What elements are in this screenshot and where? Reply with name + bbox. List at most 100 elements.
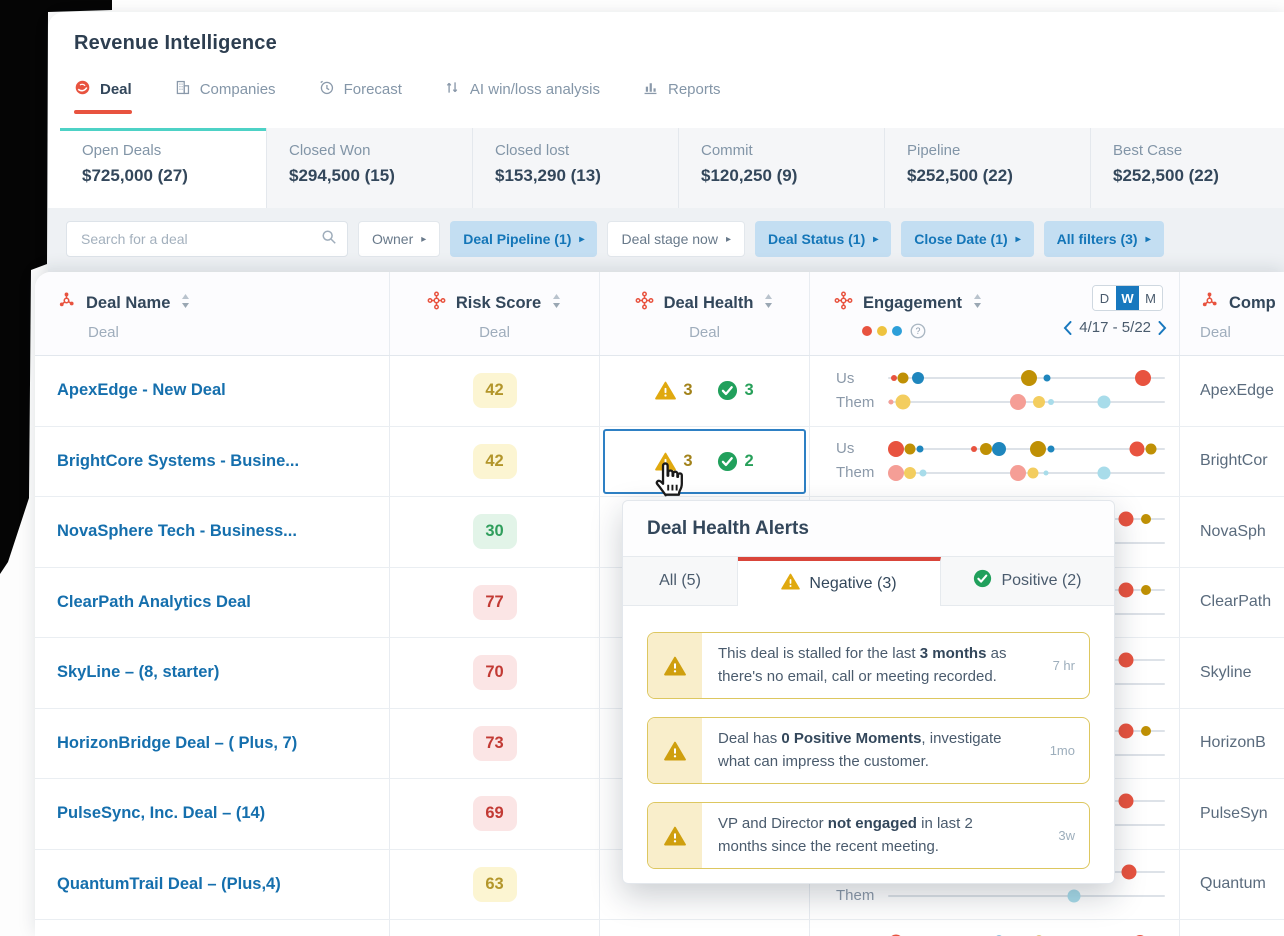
tab-deal[interactable]: Deal [74,79,132,114]
risk-score-cell: 42 [390,356,600,426]
search-icon [321,229,337,250]
summary-card[interactable]: Closed lost $153,290 (13) [472,128,678,208]
engagement-dot [1118,652,1134,668]
deal-name-link[interactable] [35,920,390,936]
engagement-dot [1010,394,1027,410]
engagement-dot [1021,370,1038,386]
toggle-d[interactable]: D [1093,286,1116,310]
ai-winloss-icon [444,79,461,100]
card-value: $153,290 (13) [495,166,601,185]
deal-name-link[interactable]: HorizonBridge Deal – ( Plus, 7) [35,708,390,778]
custom-object-icon [427,291,446,315]
engagement-cell: Us Them [810,426,1180,496]
sort-icon[interactable] [551,293,562,314]
toggle-w[interactable]: W [1116,286,1139,310]
summary-card[interactable]: Open Deals $725,000 (27) [60,128,266,208]
engagement-dot [1140,514,1151,524]
warning-icon [781,573,801,595]
deal-search[interactable] [66,221,348,257]
warning-icon [648,803,702,868]
risk-score-cell: 30 [390,497,600,567]
company-cell: ClearPath [1200,593,1272,611]
deal-name-link[interactable]: SkyLine – (8, starter) [35,638,390,708]
negative-alert-count[interactable]: 3 [655,381,693,400]
tab-reports[interactable]: Reports [642,79,721,100]
sprocket-icon [1200,291,1219,315]
selected-cell-outline [603,428,806,494]
deal-name-link[interactable]: NovaSphere Tech - Business... [35,497,390,567]
summary-card[interactable]: Closed Won $294,500 (15) [266,128,472,208]
positive-alert-count[interactable]: 2 [717,451,754,472]
sort-icon[interactable] [972,293,983,314]
positive-alert-count[interactable]: 3 [717,380,754,401]
summary-card[interactable]: Best Case $252,500 (22) [1090,128,1284,208]
column-risk-score: Risk Score Deal [390,272,600,355]
caret-icon: ▸ [873,233,879,245]
filter-chip[interactable]: Close Date (1) ▸ [901,221,1034,257]
column-title: Risk Score [455,293,542,312]
sort-icon[interactable] [180,293,191,314]
popup-title: Deal Health Alerts [623,501,1114,557]
engagement-dot [888,399,894,405]
popup-tabs: All (5) Negative (3) Positive (2) [623,557,1114,606]
us-timeline [888,440,1165,457]
deal-health-cell[interactable] [600,849,810,919]
caret-icon: ▸ [725,233,731,245]
column-title: Comp [1229,293,1276,312]
caret-icon: ▸ [579,233,585,245]
legend-dot-yellow [877,326,887,336]
summary-card[interactable]: Commit $120,250 (9) [678,128,884,208]
engagement-dot [1029,440,1046,457]
toggle-m[interactable]: M [1139,286,1162,310]
column-title: Deal Health [663,293,754,312]
deal-name-link[interactable]: PulseSync, Inc. Deal – (14) [35,779,390,849]
engagement-legend: ? [862,323,1179,339]
deal-name-link[interactable]: QuantumTrail Deal – (Plus,4) [35,849,390,919]
column-subtitle: Deal [1200,324,1231,341]
deal-name-link[interactable]: ApexEdge - New Deal [35,356,390,426]
summary-card[interactable]: Pipeline $252,500 (22) [884,128,1090,208]
engagement-dot [1118,511,1134,527]
engagement-dot [1048,399,1055,405]
company-cell [1180,920,1284,936]
risk-score-cell: 63 [390,849,600,919]
deal-name-link[interactable]: ClearPath Analytics Deal [35,567,390,637]
filter-chip[interactable]: All filters (3) ▸ [1043,221,1164,257]
us-label: Us [836,369,855,387]
filter-chip[interactable]: Deal Pipeline (1) ▸ [450,221,598,257]
chevron-right-icon[interactable] [1158,320,1167,335]
engagement-cell: Us Them [810,356,1180,426]
deal-health-cell[interactable] [600,920,810,936]
legend-dot-blue [892,326,902,336]
sort-icon[interactable] [763,293,774,314]
table-row[interactable]: Us Them [35,920,1284,936]
filter-chip[interactable]: Owner ▸ [358,221,441,257]
tab-all[interactable]: All (5) [623,557,738,605]
companies-icon [174,79,191,100]
negative-alert-count[interactable]: 3 [655,452,693,471]
engagement-dot [1140,584,1151,595]
tab-companies[interactable]: Companies [174,79,276,100]
company-cell: ApexEdge [1200,381,1274,399]
engagement-dot [1067,889,1081,902]
engagement-dot [897,372,909,384]
engagement-dot [916,445,924,452]
page-title: Revenue Intelligence [74,32,277,54]
engagement-dot [1010,464,1027,481]
help-icon[interactable]: ? [910,323,926,339]
engagement-dot [980,442,993,455]
deal-name-link[interactable]: BrightCore Systems - Busine... [35,426,390,496]
tab-negative[interactable]: Negative (3) [738,557,941,606]
search-input[interactable] [79,230,321,248]
tab-positive[interactable]: Positive (2) [941,557,1114,605]
filter-chip[interactable]: Deal Status (1) ▸ [755,221,892,257]
tab-ai-winloss[interactable]: AI win/loss analysis [444,79,600,100]
tab-forecast[interactable]: Forecast [318,79,402,100]
filter-chip[interactable]: Deal stage now ▸ [607,221,745,257]
chevron-left-icon[interactable] [1063,320,1072,335]
card-value: $120,250 (9) [701,166,798,185]
